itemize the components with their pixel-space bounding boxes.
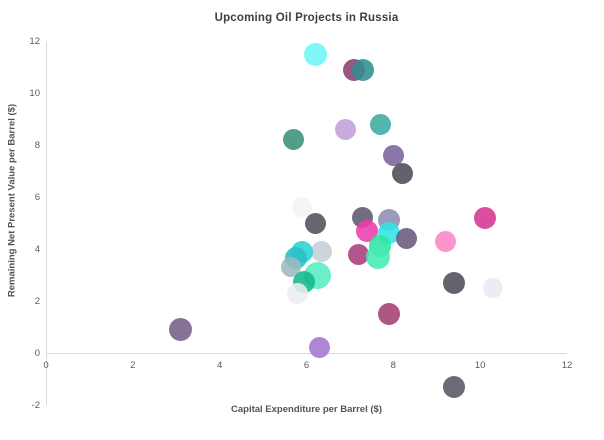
data-point (473, 206, 496, 229)
x-tick-label: 0 (43, 360, 49, 371)
data-point (292, 197, 313, 218)
data-point (443, 271, 466, 294)
y-axis-line (46, 41, 47, 405)
data-point (434, 230, 456, 252)
data-point (281, 257, 302, 278)
x-axis-title: Capital Expenditure per Barrel ($) (231, 404, 382, 415)
data-point (395, 228, 417, 250)
chart-title: Upcoming Oil Projects in Russia (214, 12, 399, 24)
data-point (335, 118, 357, 140)
x-tick-label: 6 (303, 360, 310, 371)
y-tick-label: 8 (34, 140, 40, 151)
y-tick-label: 0 (34, 348, 40, 359)
data-point (348, 243, 370, 265)
data-point (169, 318, 193, 342)
data-point (309, 337, 331, 359)
x-tick-label: 2 (130, 360, 136, 371)
data-point (443, 375, 466, 398)
data-point (382, 144, 404, 166)
x-axis-line (46, 353, 567, 354)
data-point (282, 129, 304, 151)
x-tick-label: 10 (474, 360, 486, 371)
data-point (303, 42, 327, 66)
data-point (366, 244, 391, 269)
data-point (311, 241, 333, 263)
y-tick-label: 2 (34, 296, 40, 307)
data-point (391, 163, 413, 185)
data-point (377, 303, 400, 325)
data-point (287, 282, 309, 304)
data-point (351, 58, 374, 81)
x-tick-label: 8 (390, 360, 396, 371)
data-point (369, 113, 391, 135)
y-tick-label: 12 (29, 36, 40, 47)
data-point (483, 278, 504, 298)
data-point (304, 212, 326, 234)
x-tick-label: 12 (561, 360, 573, 371)
y-tick-label: 10 (29, 88, 40, 99)
x-tick-label: 4 (217, 360, 223, 371)
y-tick-label: -2 (31, 400, 40, 411)
y-tick-label: 6 (34, 192, 40, 203)
y-tick-label: 4 (34, 244, 40, 255)
